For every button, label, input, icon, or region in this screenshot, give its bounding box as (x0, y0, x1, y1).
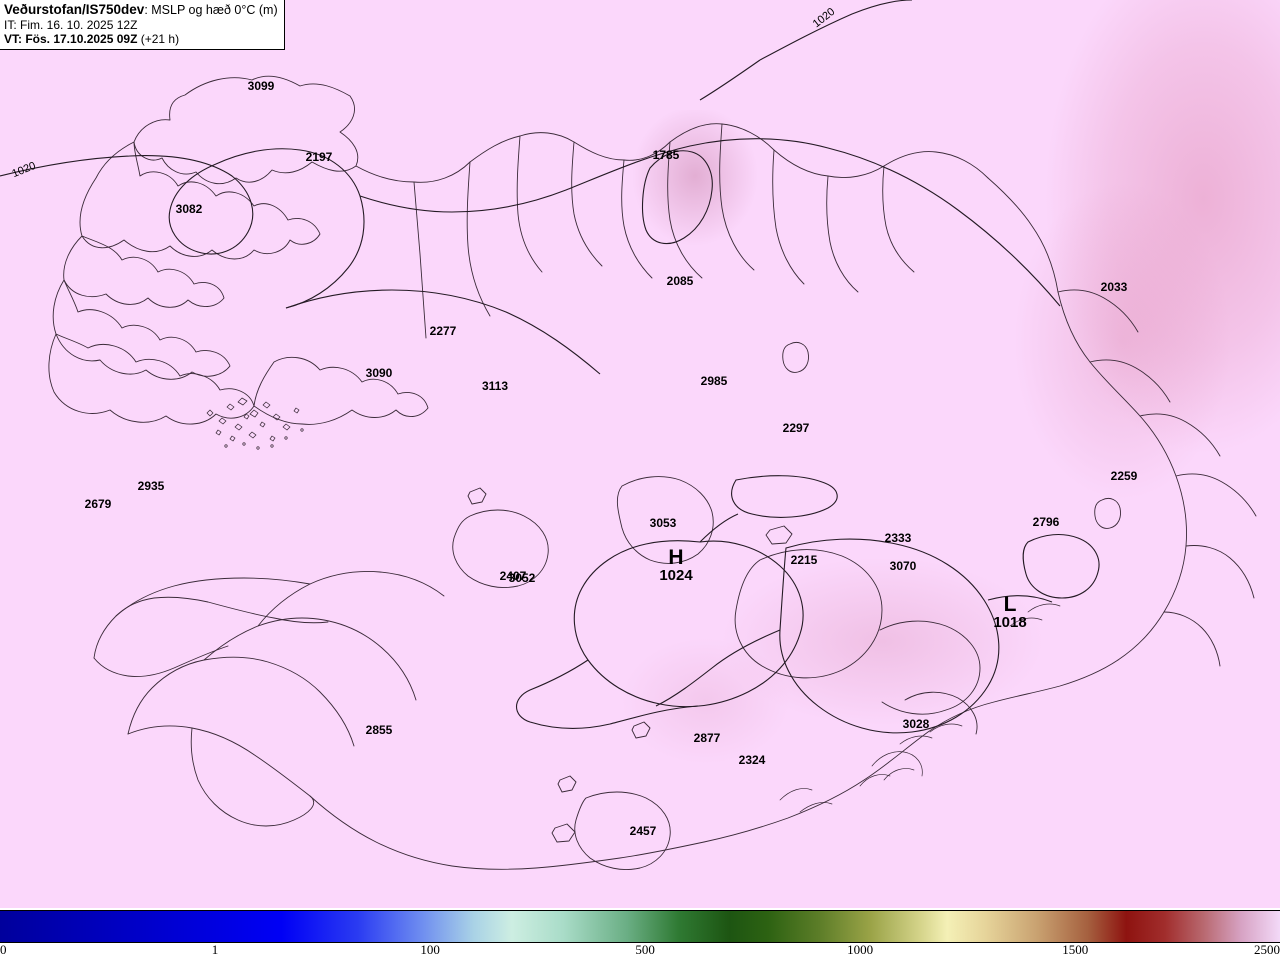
map-value-label: 2297 (782, 421, 810, 435)
map-value-label: 3052 (508, 571, 536, 585)
map-value-label: 2324 (738, 753, 766, 767)
pressure-center-symbol: L (1003, 593, 1017, 617)
pressure-center-value: 1024 (659, 567, 693, 585)
colorbar-tick: 1500 (1062, 942, 1089, 957)
product-name: : MSLP og hæð 0°C (m) (144, 3, 278, 17)
map-value-label: 2215 (790, 553, 818, 567)
map-value-label: 2679 (84, 497, 112, 511)
map-value-label: 2935 (137, 479, 165, 493)
colorbar-tick: 0 (0, 942, 7, 957)
map-value-label: 2407 (499, 569, 527, 583)
map-value-label: 3028 (902, 717, 930, 731)
pressure-center-h: H 1024 (659, 546, 693, 585)
colorbar-tick: 100 (420, 942, 440, 957)
colorbar-gradient (0, 910, 1280, 943)
map-value-label: 2033 (1100, 280, 1128, 294)
header-line-valid-time: VT: Fös. 17.10.2025 09Z (+21 h) (4, 32, 278, 46)
map-value-label: 1785 (652, 148, 680, 162)
coastline-group (48, 75, 1257, 870)
map-value-label: 2457 (629, 824, 657, 838)
pressure-center-value: 1018 (993, 614, 1027, 632)
map-value-label: 2259 (1110, 469, 1138, 483)
pressure-center-symbol: H (668, 546, 684, 570)
isobar-group (0, 0, 1100, 734)
map-value-label: 3070 (889, 559, 917, 573)
map-value-label: 2877 (693, 731, 721, 745)
colorbar-tick: 1000 (847, 942, 874, 957)
valid-time-offset: (+21 h) (137, 31, 180, 46)
map-value-label: 2277 (429, 324, 457, 338)
colorbar-tick: 1 (211, 942, 219, 957)
colorbar-tick-labels: 0 1 100 500 1000 1500 2500 (0, 942, 1280, 960)
map-value-label: 3082 (175, 202, 203, 216)
header-line-product: Veðurstofan/IS750dev: MSLP og hæð 0°C (m… (4, 2, 278, 18)
valid-time-label: VT: Fös. 17.10.2025 09Z (4, 31, 138, 46)
colorbar-tick: 2500 (1254, 942, 1280, 957)
map-value-label: 2985 (700, 374, 728, 388)
map-value-label: 2855 (365, 723, 393, 737)
pressure-center-l: L 1018 (993, 593, 1027, 632)
map-canvas[interactable]: Veðurstofan/IS750dev: MSLP og hæð 0°C (m… (0, 0, 1280, 908)
model-name: Veðurstofan/IS750dev (4, 2, 145, 17)
header-info-box: Veðurstofan/IS750dev: MSLP og hæð 0°C (m… (0, 0, 285, 50)
map-value-label: 2197 (305, 150, 333, 164)
coastline-and-contour-layer (0, 0, 1257, 870)
colorbar-panel: 0 1 100 500 1000 1500 2500 (0, 908, 1280, 960)
map-value-label: 2796 (1032, 515, 1060, 529)
map-value-label: 2085 (666, 274, 694, 288)
map-value-label: 3099 (247, 79, 275, 93)
map-value-label: 2333 (884, 531, 912, 545)
colorbar-tick: 500 (635, 942, 655, 957)
map-value-label: 3113 (481, 379, 509, 393)
map-value-label: 3053 (649, 516, 677, 530)
header-line-init-time: IT: Fim. 16. 10. 2025 12Z (4, 17, 138, 32)
map-value-label: 3090 (365, 366, 393, 380)
